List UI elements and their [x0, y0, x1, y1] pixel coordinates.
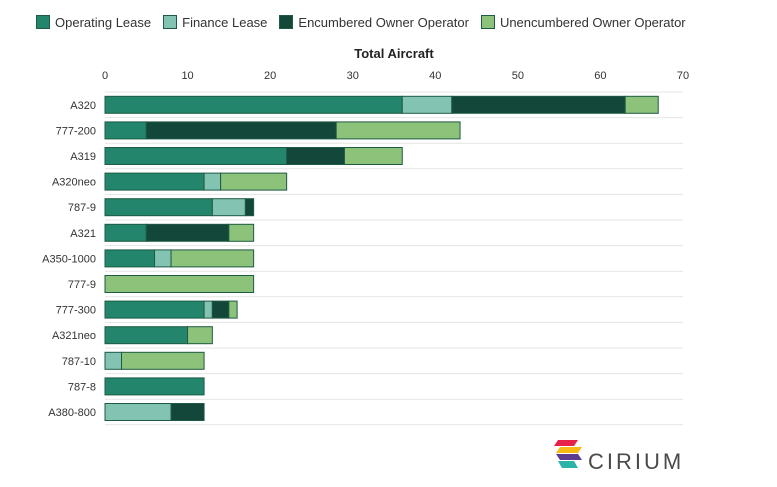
y-tick-label: A321 [70, 228, 96, 240]
y-tick-label: 777-200 [56, 125, 96, 137]
bar-a320-unencumbered-owner-operator [624, 95, 659, 114]
bar-a321neo-unencumbered-owner-operator [187, 326, 213, 345]
bar-a320neo-operating-lease [104, 172, 205, 191]
bar-a320neo-unencumbered-owner-operator [220, 172, 288, 191]
bar-787-10-unencumbered-owner-operator [121, 351, 205, 370]
x-tick-label: 30 [347, 70, 359, 82]
bar-a321-unencumbered-owner-operator [228, 223, 255, 242]
bar-787-9-operating-lease [104, 198, 213, 217]
bar-777-9-unencumbered-owner-operator [104, 275, 255, 293]
legend-swatch [480, 15, 495, 29]
x-tick-label: 50 [512, 70, 524, 82]
legend-label: Operating Lease [55, 14, 152, 30]
bar-a319-unencumbered-owner-operator [343, 147, 403, 165]
x-tick-label: 60 [594, 70, 606, 82]
bar-a350-1000-unencumbered-owner-operator [170, 249, 255, 268]
legend-label: Unencumbered Owner Operator [499, 14, 686, 30]
legend: Operating Lease Finance Lease Encumbered O… [36, 12, 698, 32]
y-tick-label: 777-300 [56, 305, 96, 317]
x-tick-label: 0 [102, 70, 108, 82]
bar-a320-operating-lease [104, 95, 403, 114]
legend-item-unencumbered-owner-operator[interactable]: Unencumbered Owner Operator [480, 14, 686, 30]
legend-item-encumbered-owner-operator[interactable]: Encumbered Owner Operator [279, 15, 469, 30]
bar-a321neo-operating-lease [104, 326, 189, 345]
bar-777-200-unencumbered-owner-operator [335, 121, 461, 140]
bar-a320-encumbered-owner-operator [451, 95, 626, 114]
x-tick-label: 20 [264, 70, 276, 82]
legend-swatch [163, 15, 178, 29]
bar-787-9-encumbered-owner-operator [244, 198, 255, 217]
y-tick-label: A380-800 [48, 407, 96, 419]
y-tick-label: 777-9 [68, 279, 96, 291]
bar-777-200-operating-lease [104, 121, 147, 140]
cirium-logo: CIRIUM [554, 438, 694, 478]
bar-787-8-operating-lease [104, 377, 205, 396]
bar-a350-1000-operating-lease [104, 249, 156, 268]
bar-777-300-finance-lease [203, 300, 213, 319]
bar-777-300-unencumbered-owner-operator [228, 300, 238, 319]
chart-title: Total Aircraft [354, 46, 434, 61]
bar-777-300-operating-lease [104, 300, 205, 319]
y-tick-label: 787-9 [68, 202, 96, 214]
x-tick-label: 70 [677, 70, 689, 82]
bar-a319-encumbered-owner-operator [286, 147, 345, 165]
y-tick-label: A320 [70, 100, 96, 112]
bar-787-10-finance-lease [104, 351, 123, 370]
bar-787-9-finance-lease [211, 198, 246, 217]
y-tick-label: A319 [70, 151, 96, 163]
y-tick-label: 787-8 [68, 381, 96, 393]
cirium-logo-icon [554, 440, 582, 468]
y-tick-label: 787-10 [62, 356, 96, 368]
cirium-logo-text: CIRIUM [588, 449, 685, 474]
bar-777-200-encumbered-owner-operator [145, 121, 337, 140]
legend-label: Encumbered Owner Operator [298, 14, 469, 30]
y-tick-label: A350-1000 [42, 253, 96, 265]
bar-777-300-encumbered-owner-operator [211, 300, 230, 319]
bar-a380-800-encumbered-owner-operator [170, 403, 205, 421]
bar-a321-encumbered-owner-operator [145, 223, 230, 242]
bar-a319-operating-lease [104, 147, 288, 165]
x-tick-label: 10 [181, 70, 193, 82]
legend-item-finance-lease[interactable]: Finance Lease [163, 15, 267, 30]
legend-swatch [36, 15, 50, 29]
legend-label: Finance Lease [182, 14, 268, 30]
bar-a350-1000-finance-lease [154, 249, 172, 268]
bar-a320neo-finance-lease [203, 172, 222, 191]
x-tick-label: 40 [429, 70, 441, 82]
bar-a321-operating-lease [104, 223, 147, 242]
bar-a320-finance-lease [401, 95, 453, 114]
legend-swatch [279, 15, 294, 29]
y-tick-label: A320neo [52, 177, 96, 189]
y-tick-label: A321neo [52, 330, 96, 342]
legend-item-operating-lease[interactable]: Operating Lease [36, 15, 151, 30]
bar-a380-800-finance-lease [104, 403, 172, 421]
